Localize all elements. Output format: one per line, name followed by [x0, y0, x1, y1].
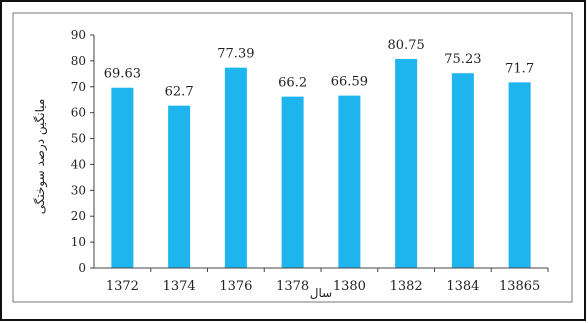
x-tick-label-1384: 1384 [446, 279, 479, 294]
y-tick-label-20: 20 [71, 209, 86, 223]
bar-1372 [111, 87, 134, 269]
bar-1384 [451, 73, 474, 269]
bar-1374 [168, 105, 191, 268]
x-tick-label-1372: 1372 [106, 279, 139, 294]
x-tick-label-13865: 13865 [499, 279, 540, 294]
data-label-1378: 66.2 [278, 76, 307, 91]
data-labels-group: 69.63 62.7 77.39 66.2 66.59 80.75 75.23 71.7 [104, 38, 534, 100]
y-tick-label-10: 10 [71, 235, 86, 249]
x-tick-label-1380: 1380 [333, 279, 366, 294]
y-tick-label-80: 80 [71, 54, 86, 68]
x-tick-label-1376: 1376 [219, 279, 252, 294]
x-tick-label-1382: 1382 [390, 279, 423, 294]
data-label-13865: 71.7 [505, 61, 534, 76]
y-tick-label-70: 70 [71, 80, 86, 94]
data-label-1374: 62.7 [165, 85, 194, 100]
x-axis-label: سال [310, 286, 332, 300]
data-label-1376: 77.39 [217, 47, 254, 62]
bar-13865 [508, 82, 531, 268]
y-tick-label-50: 50 [71, 132, 86, 146]
bar-1380 [338, 95, 361, 268]
bar-1378 [281, 96, 304, 268]
inner-border [12, 12, 573, 303]
y-tick-label-60: 60 [71, 106, 86, 120]
data-label-1372: 69.63 [104, 67, 141, 82]
y-axis-ticks: 0 10 20 30 40 50 60 70 80 90 [71, 28, 94, 275]
bar-1382 [395, 58, 418, 269]
y-tick-label-90: 90 [71, 28, 86, 42]
y-tick-label-30: 30 [71, 183, 86, 197]
data-label-1380: 66.59 [331, 75, 368, 90]
bars-group [111, 58, 531, 269]
y-tick-label-40: 40 [71, 157, 86, 171]
y-tick-label-0: 0 [78, 261, 86, 275]
bar-1376 [224, 67, 247, 268]
x-tick-label-1374: 1374 [163, 279, 196, 294]
y-axis-label: میانگین درصد سوختگی [33, 99, 48, 215]
x-axis-ticks: 1372 1374 1376 1378 1380 1382 1384 13865 [106, 268, 549, 294]
data-label-1382: 80.75 [388, 38, 425, 53]
data-label-1384: 75.23 [444, 52, 481, 67]
x-tick-label-1378: 1378 [276, 279, 309, 294]
